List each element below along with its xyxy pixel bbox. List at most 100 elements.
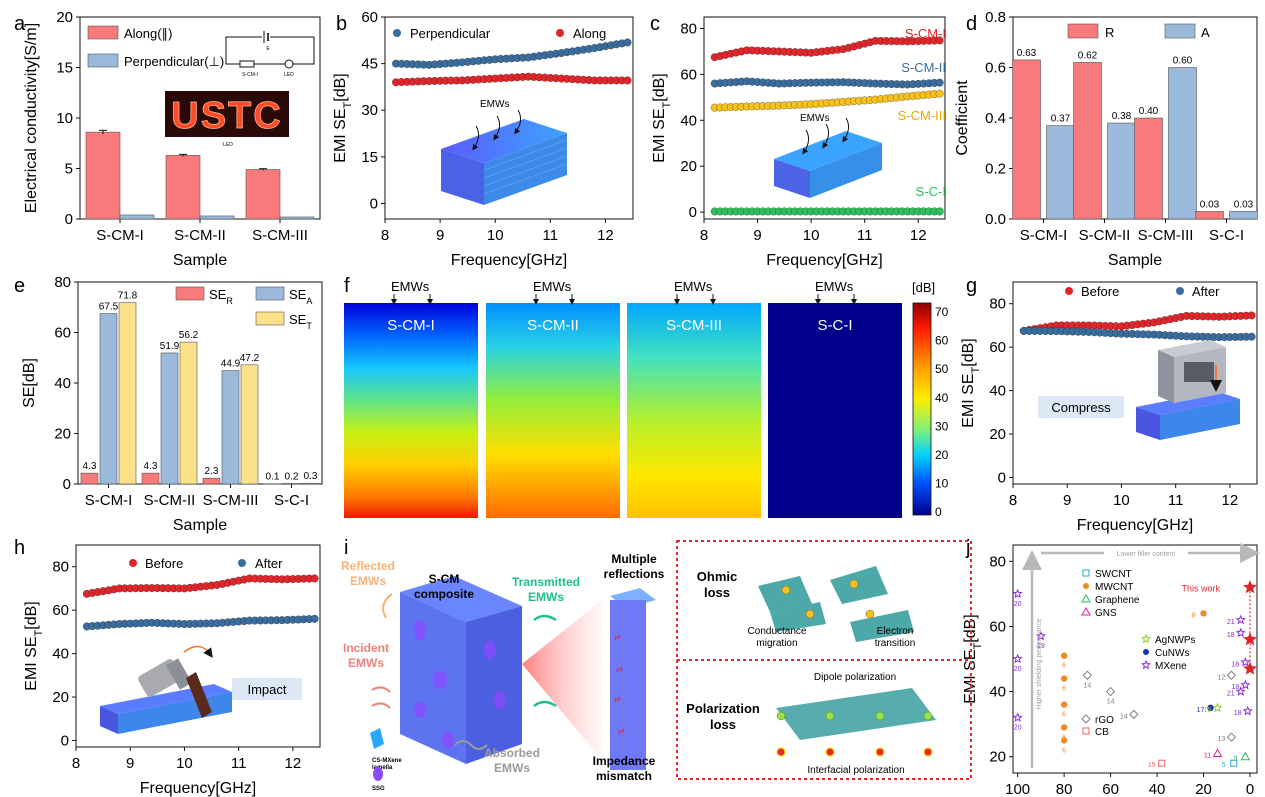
ref-label: 20 [1014, 601, 1022, 608]
bar-SE_T [118, 302, 137, 485]
bar-value-label: 0.1 [266, 472, 280, 483]
y-tick-label: 80 [52, 559, 69, 576]
x-tick-label: 12 [910, 227, 927, 244]
legend-marker-after [1176, 287, 1184, 295]
y-axis-label: EMI SET[dB] [23, 601, 45, 690]
bar-value-label: 0.62 [1078, 50, 1098, 61]
data-point-MXene [1240, 656, 1251, 667]
legend-label-a: A [1201, 25, 1210, 40]
plot-frame [1012, 544, 1258, 774]
bar-Perpendicular(⊥) [279, 216, 315, 220]
bar-value-label: 4.3 [83, 461, 97, 472]
y-tick-label: 60 [989, 618, 1006, 635]
emw-label-b: EMWs [480, 99, 509, 110]
circuit-e-label: E [266, 46, 270, 52]
legend-label-se: SEA [289, 287, 312, 306]
bar-A [1107, 122, 1136, 220]
legend-label: SWCNT [1095, 569, 1132, 580]
heatmap-label-4: S-C-I [818, 317, 853, 334]
y-axis-label: EMI SET[dB] [960, 338, 982, 427]
emw-label: EMWs [674, 279, 713, 294]
data-point-After [310, 614, 319, 623]
legend-label-perpendicular: Perpendicular [410, 26, 491, 41]
absorbed-label-2: EMWs [494, 761, 530, 775]
y-axis-label: SE[dB] [21, 358, 38, 408]
svg-text:⇄: ⇄ [618, 727, 625, 736]
heatmap-cell-scm1 [344, 303, 478, 518]
colorbar-ticks: 70 60 50 40 30 20 10 0 [935, 305, 949, 519]
y-tick-label: 60 [680, 66, 697, 83]
y-tick-label: 20 [54, 426, 71, 443]
data-point-S-CM-III [935, 89, 944, 98]
x-tick-label: 8 [381, 227, 389, 244]
ref-label: 9 [1233, 756, 1237, 763]
legend-label: AgNWPs [1155, 635, 1196, 646]
legend-marker [1082, 727, 1090, 735]
y-tick-label: 0 [370, 195, 378, 212]
heatmap-label-1: S-CM-I [387, 317, 435, 334]
mechanism-schematic: ⇄ ⇄ ⇄ ⇄ S-CM composite Reflected EMWs Inci… [341, 540, 972, 792]
emw-label: EMWs [533, 279, 572, 294]
y-tick-label: 0.4 [985, 110, 1006, 127]
plot-frame [1012, 281, 1258, 485]
legend-label-r: R [1105, 25, 1114, 40]
data-point-Before [1247, 311, 1256, 320]
multiple-label-2: reflections [604, 567, 665, 581]
data-point-MXene [1235, 686, 1246, 696]
absorbed-label-1: Absorbed [484, 746, 540, 760]
x-axis-label: Frequency[GHz] [766, 252, 882, 269]
bar-SE_T [179, 341, 198, 485]
legend-marker [1083, 583, 1089, 589]
legend-label: GNS [1095, 608, 1117, 619]
heatmap-panel-f: S-CM-I S-CM-II S-CM-III S-C-I EMWs EMWs EM… [344, 279, 949, 519]
bar-Along(∥) [85, 131, 121, 220]
y-tick-label: 20 [989, 426, 1006, 443]
data-point-MXene [1012, 588, 1023, 599]
panel-letter-j: j [965, 537, 970, 559]
x-axis-label: Frequency[GHz] [451, 252, 567, 269]
emw-label-c: EMWs [800, 113, 829, 124]
colorbar-tick: 40 [935, 391, 949, 405]
legend-label: CuNWs [1155, 648, 1189, 659]
legend-swatch-se [175, 286, 205, 301]
ref-label: 6 [1062, 686, 1066, 693]
data-point-MXene [1240, 679, 1251, 690]
data-point-MXene [1235, 627, 1246, 638]
data-point-rGO [1226, 732, 1237, 742]
polar-label-1: Polarization [686, 701, 760, 716]
y-tick-label: 5 [65, 161, 73, 178]
impedance-label-2: mismatch [596, 769, 652, 783]
bar-R [1012, 59, 1041, 220]
x-axis-label: Frequency[GHz] [140, 780, 256, 797]
legend-marker [1081, 593, 1091, 603]
data-point-S-CM-II [935, 78, 944, 87]
ref-label: 13 [1218, 736, 1226, 743]
category-label: S-CM-II [174, 227, 226, 244]
electron-label-2: transition [875, 638, 916, 649]
ref-label: 21 [1227, 691, 1235, 698]
series-label: S-CM-II [901, 60, 946, 75]
bar-R [1195, 211, 1224, 220]
y-tick-label: 0 [65, 211, 73, 228]
data-point-S-C-I [935, 207, 944, 216]
colorbar-tick: 30 [935, 419, 949, 433]
colorbar-tick: 70 [935, 305, 949, 319]
bar-R [1134, 117, 1163, 220]
series-label: S-CM-III [898, 108, 946, 123]
ref-label: 17 [1197, 707, 1205, 714]
data-point-MXene [1242, 705, 1253, 716]
heatmap-cell-sc1 [768, 303, 902, 518]
legend-swatch-se [255, 311, 285, 326]
bar-SE_A [282, 483, 301, 485]
y-tick-label: 20 [989, 749, 1006, 766]
ref-label: 14 [1083, 682, 1091, 689]
y-axis-label: Coefficient [954, 80, 971, 156]
bar-value-label: 0.03 [1234, 199, 1254, 210]
y-tick-label: 20 [56, 9, 73, 26]
y-tick-label: 0.6 [985, 60, 1006, 77]
heatmap-label-2: S-CM-II [527, 317, 579, 334]
incident-label-2: EMWs [348, 656, 384, 670]
legend-marker [1081, 714, 1091, 724]
emw-label: EMWs [815, 279, 854, 294]
